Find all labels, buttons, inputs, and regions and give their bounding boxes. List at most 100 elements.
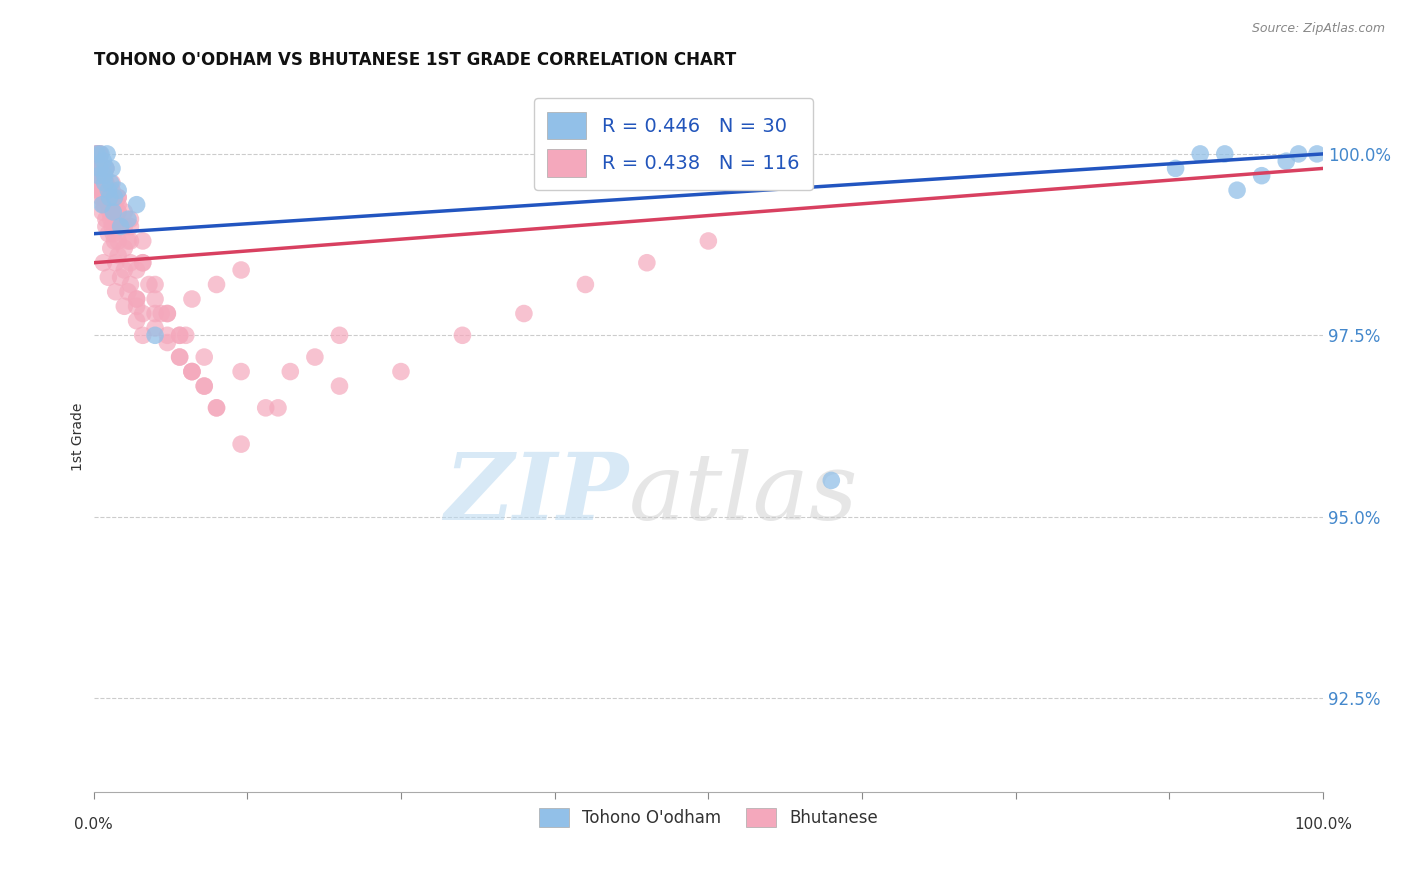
Point [1189,147,1212,161]
Point [697,234,720,248]
Point [138,277,160,292]
Point [1275,154,1298,169]
Point [93,154,115,169]
Point [107,234,129,248]
Point [86,183,108,197]
Point [205,401,228,415]
Point [125,314,148,328]
Point [87,169,110,183]
Point [100,176,122,190]
Point [174,328,197,343]
Legend: Tohono O'odham, Bhutanese: Tohono O'odham, Bhutanese [531,801,884,834]
Point [143,277,166,292]
Point [125,292,148,306]
Point [125,197,148,211]
Point [451,328,474,343]
Point [97,227,120,241]
Text: ZIP: ZIP [444,449,628,539]
Point [91,205,114,219]
Point [94,212,117,227]
Point [205,277,228,292]
Point [96,190,118,204]
Point [101,190,124,204]
Point [84,147,107,161]
Point [101,205,124,219]
Point [107,248,129,262]
Point [1213,147,1236,161]
Point [93,256,115,270]
Point [229,365,252,379]
Point [90,190,112,204]
Point [193,350,215,364]
Point [90,161,112,176]
Point [181,365,204,379]
Point [107,190,129,204]
Point [89,161,111,176]
Point [103,234,125,248]
Point [254,401,277,415]
Point [86,161,108,176]
Point [169,350,191,364]
Point [101,176,124,190]
Point [93,197,115,211]
Point [132,234,155,248]
Point [143,321,166,335]
Point [574,277,596,292]
Point [87,169,110,183]
Point [117,212,139,227]
Point [94,161,117,176]
Point [94,176,117,190]
Point [101,183,124,197]
Text: 100.0%: 100.0% [1294,817,1353,832]
Point [97,183,120,197]
Text: TOHONO O'ODHAM VS BHUTANESE 1ST GRADE CORRELATION CHART: TOHONO O'ODHAM VS BHUTANESE 1ST GRADE CO… [94,51,735,69]
Point [143,292,166,306]
Point [100,241,122,255]
Point [98,205,121,219]
Point [120,212,142,227]
Point [120,277,142,292]
Point [1306,147,1329,161]
Point [1250,169,1272,183]
Point [93,197,115,211]
Point [93,169,115,183]
Point [91,161,114,176]
Point [181,365,204,379]
Point [132,306,155,320]
Point [94,176,117,190]
Y-axis label: 1st Grade: 1st Grade [72,402,86,471]
Point [91,197,114,211]
Point [101,161,124,176]
Point [513,306,536,320]
Point [169,328,191,343]
Point [104,256,127,270]
Point [104,285,127,299]
Point [156,335,179,350]
Point [117,234,139,248]
Point [110,219,132,234]
Point [110,270,132,285]
Point [107,205,129,219]
Point [96,147,118,161]
Text: atlas: atlas [628,449,858,539]
Point [89,154,111,169]
Text: Source: ZipAtlas.com: Source: ZipAtlas.com [1251,22,1385,36]
Point [169,328,191,343]
Point [1226,183,1249,197]
Point [304,350,326,364]
Point [101,219,124,234]
Point [132,256,155,270]
Point [229,437,252,451]
Point [636,256,658,270]
Point [156,328,179,343]
Point [117,285,139,299]
Point [112,241,135,255]
Point [267,401,290,415]
Point [89,147,111,161]
Point [89,176,111,190]
Point [820,474,842,488]
Point [100,212,122,227]
Point [328,379,350,393]
Point [150,306,173,320]
Point [89,147,111,161]
